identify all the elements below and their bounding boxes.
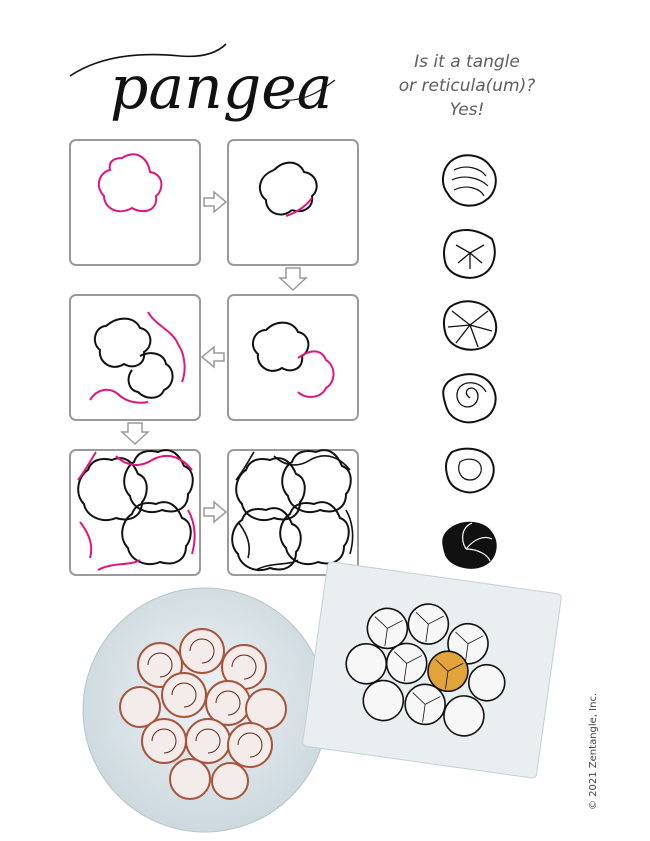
variation-3 <box>442 300 498 351</box>
right-arrow-icon-2 <box>203 500 228 524</box>
step-tile-5 <box>69 449 201 576</box>
page-title: pangea <box>69 43 336 123</box>
variation-2 <box>443 229 496 279</box>
down-arrow-icon-2 <box>120 422 150 446</box>
tagline-line-3: Yes! <box>449 100 485 120</box>
tagline-line-1: Is it a tangle <box>414 52 520 72</box>
circle-tile-photo <box>82 587 328 833</box>
down-arrow-icon <box>278 267 308 292</box>
title-text: pangea <box>110 53 333 123</box>
step-tile-2 <box>227 139 359 266</box>
right-arrow-icon <box>203 190 228 214</box>
step-tile-6 <box>227 449 359 576</box>
variation-4 <box>442 373 497 424</box>
left-arrow-icon <box>200 345 225 369</box>
variation-6 <box>442 521 497 569</box>
step-tile-3 <box>69 294 201 421</box>
variation-column <box>442 154 498 569</box>
copyright-text: © 2021 Zentangle, Inc. <box>588 692 599 810</box>
step-tile-1 <box>69 139 201 266</box>
step-diagram <box>69 139 359 576</box>
rect-tile-photo <box>302 561 562 779</box>
variation-5 <box>444 447 495 494</box>
step-tile-4 <box>227 294 359 421</box>
tagline-line-2: or reticula(um)? <box>398 76 536 96</box>
tagline: Is it a tangle or reticula(um)? Yes! <box>362 50 572 122</box>
variation-1 <box>442 154 497 207</box>
